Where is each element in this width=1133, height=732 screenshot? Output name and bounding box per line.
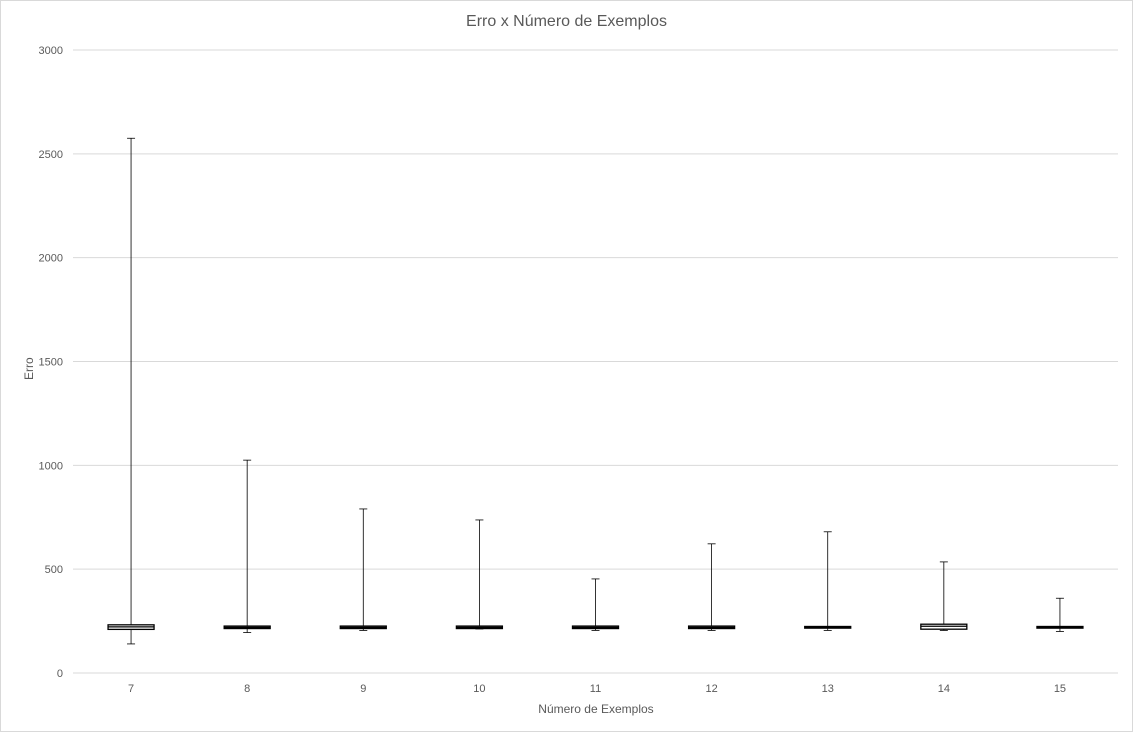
x-tick-label: 11 bbox=[590, 683, 601, 695]
y-tick-label: 2000 bbox=[39, 253, 63, 265]
x-tick-label: 7 bbox=[128, 683, 134, 695]
y-tick-label: 500 bbox=[45, 564, 63, 576]
x-tick-label: 9 bbox=[360, 683, 366, 695]
x-tick-label: 13 bbox=[822, 683, 834, 695]
x-tick-label: 12 bbox=[705, 683, 717, 695]
y-tick-label: 2500 bbox=[39, 149, 63, 161]
y-tick-label: 1500 bbox=[39, 357, 63, 369]
y-tick-label: 1000 bbox=[39, 460, 63, 472]
x-tick-label: 14 bbox=[938, 683, 950, 695]
x-tick-label: 10 bbox=[473, 683, 485, 695]
x-axis-label: Número de Exemplos bbox=[538, 702, 654, 716]
x-tick-label: 15 bbox=[1054, 683, 1066, 695]
x-tick-label: 8 bbox=[244, 683, 250, 695]
y-tick-label: 3000 bbox=[39, 45, 63, 57]
chart-title: Erro x Número de Exemplos bbox=[466, 13, 667, 30]
y-axis-label: Erro bbox=[22, 357, 36, 380]
y-tick-label: 0 bbox=[57, 668, 63, 680]
